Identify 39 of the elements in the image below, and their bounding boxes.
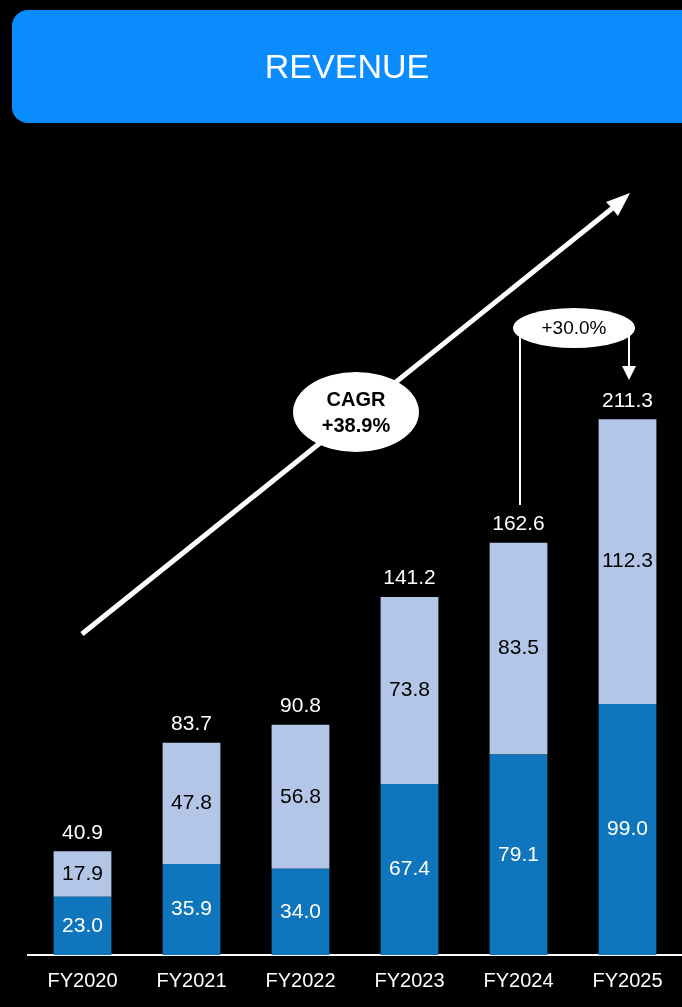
bar [598, 704, 657, 955]
bar [271, 724, 330, 869]
bar [271, 868, 330, 955]
bar [489, 754, 548, 955]
bar [380, 784, 439, 955]
bar [162, 863, 221, 955]
x-tick-label: FY2024 [483, 968, 554, 991]
data-label: 99.0 [607, 816, 648, 840]
total-label: 162.6 [492, 511, 545, 535]
data-label: 73.8 [389, 677, 430, 701]
bar [489, 542, 548, 755]
data-label: 35.9 [171, 896, 212, 920]
x-tick-label: FY2021 [156, 968, 227, 991]
data-label: 23.0 [62, 912, 103, 936]
data-label: 34.0 [280, 898, 321, 922]
total-label: 90.8 [280, 693, 321, 717]
x-tick-label: FY2022 [265, 968, 336, 991]
bar [53, 896, 112, 955]
x-tick-label: FY2023 [374, 968, 445, 991]
annotation: CAGR +38.9% [320, 387, 392, 438]
data-label: 56.8 [280, 783, 321, 807]
total-label: 40.9 [62, 819, 103, 843]
data-label: 67.4 [389, 856, 431, 880]
text: +30.0% [513, 308, 635, 348]
bar [53, 851, 112, 897]
data-label: 47.8 [171, 790, 212, 814]
chart-title: REVENUE [12, 10, 682, 123]
bar [380, 597, 439, 785]
data-label: 79.1 [498, 841, 539, 865]
x-tick-label: FY2020 [47, 968, 118, 991]
data-label: 17.9 [62, 860, 103, 884]
x-tick-label: FY2025 [592, 968, 663, 991]
total-label: 211.3 [602, 387, 653, 411]
total-label: 141.2 [383, 565, 436, 589]
total-label: 83.7 [171, 711, 212, 735]
data-label: 112.3 [602, 548, 653, 572]
bar [598, 419, 657, 704]
data-label: 83.5 [498, 635, 539, 659]
bar [162, 742, 221, 864]
